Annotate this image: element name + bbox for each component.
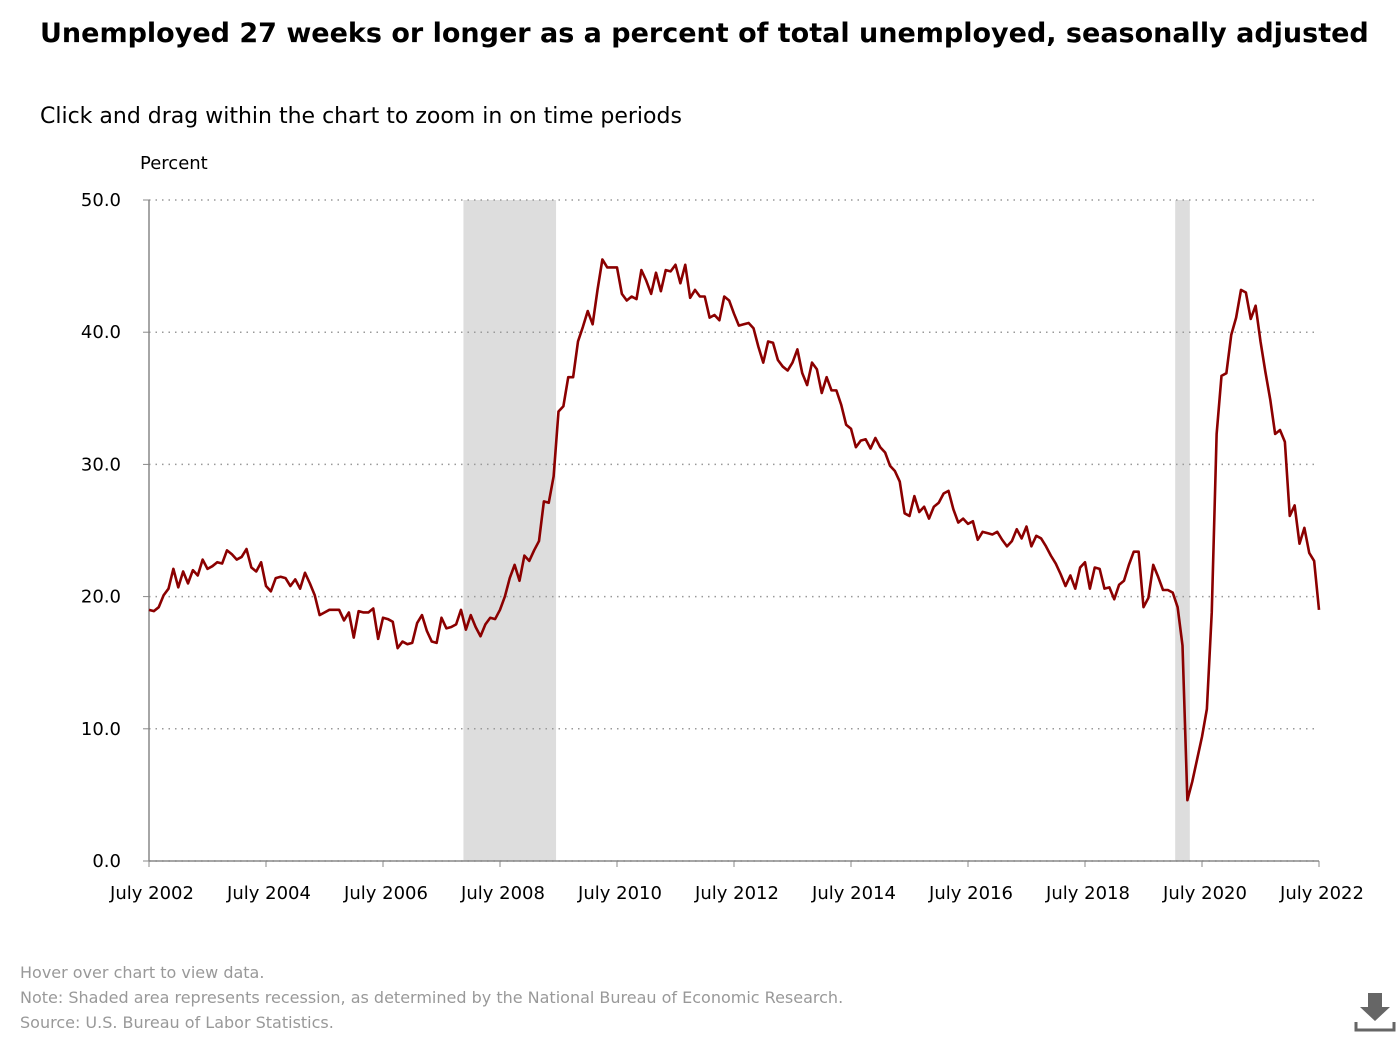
y-tick-label: 20.0 xyxy=(81,587,121,608)
y-tick-label: 50.0 xyxy=(81,190,121,211)
footnote: Source: U.S. Bureau of Labor Statistics. xyxy=(20,1013,334,1032)
x-tick-label: July 2016 xyxy=(928,883,1013,904)
x-tick-label: July 2018 xyxy=(1045,883,1130,904)
x-tick-label: July 2002 xyxy=(109,883,194,904)
y-tick-label: 40.0 xyxy=(81,322,121,343)
y-tick-label: 30.0 xyxy=(81,454,121,475)
data-line xyxy=(148,258,1321,802)
plot-area: 0.0 10.0 20.0 30.0 40.0 50.0 July 2002 July 200… xyxy=(81,190,1364,904)
x-tick-label: July 2012 xyxy=(694,883,779,904)
y-tick-label: 0.0 xyxy=(92,851,121,872)
recession-band xyxy=(1175,200,1190,861)
x-tick-label: July 2022 xyxy=(1279,883,1364,904)
x-tick-label: July 2010 xyxy=(577,883,662,904)
chart-subtitle: Click and drag within the chart to zoom … xyxy=(40,104,682,129)
footnote: Hover over chart to view data. xyxy=(20,963,264,982)
footnote: Note: Shaded area represents recession, … xyxy=(20,988,843,1007)
recession-band xyxy=(463,200,557,861)
download-tray xyxy=(1354,1022,1396,1032)
x-tick-label: July 2008 xyxy=(460,883,545,904)
chart-title: Unemployed 27 weeks or longer as a perce… xyxy=(40,18,1369,49)
download-arrow xyxy=(1360,993,1390,1021)
y-tick-label: 10.0 xyxy=(81,719,121,740)
x-tick-label: July 2014 xyxy=(811,883,896,904)
x-tick-label: July 2006 xyxy=(343,883,428,904)
x-tick-label: July 2004 xyxy=(226,883,311,904)
download-button[interactable] xyxy=(1352,990,1396,1034)
x-tick-label: July 2020 xyxy=(1162,883,1247,904)
y-axis-label: Percent xyxy=(140,153,208,174)
